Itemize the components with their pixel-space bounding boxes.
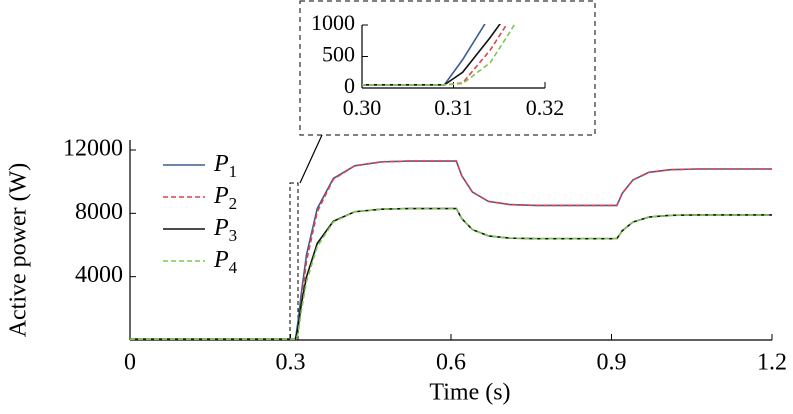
- x-tick-label: 0: [124, 350, 136, 376]
- x-tick-label: 0.32: [526, 95, 565, 120]
- zoom-region: [289, 182, 299, 341]
- y-tick-label: 1000: [311, 10, 355, 35]
- x-tick-label: 0.3: [276, 350, 306, 376]
- series-line: [362, 24, 516, 86]
- x-tick-label: 0.6: [436, 350, 466, 376]
- zoom-connector: [299, 134, 323, 184]
- plot-area: [362, 24, 516, 86]
- series-line: [362, 24, 501, 86]
- legend-label: P4: [213, 247, 238, 277]
- y-tick-label: 500: [322, 42, 355, 67]
- plot-area: [130, 160, 772, 341]
- inset-frame: [299, 0, 596, 136]
- y-tick-label: 4000: [75, 262, 123, 288]
- y-tick-label: 8000: [75, 199, 123, 225]
- legend-label: P3: [213, 215, 237, 245]
- legend-label: P2: [213, 183, 237, 213]
- legend-label: P1: [213, 151, 237, 181]
- x-tick-label: 0.9: [597, 350, 627, 376]
- y-axis-label: Active power (W): [6, 163, 32, 338]
- y-tick-label: 0: [344, 73, 355, 98]
- x-tick-label: 0.30: [343, 95, 382, 120]
- y-tick-label: 12000: [63, 136, 123, 162]
- x-axis-label: Time (s): [429, 380, 510, 406]
- x-tick-label: 1.2: [757, 350, 787, 376]
- series-line: [362, 24, 486, 86]
- series-line: [130, 207, 772, 341]
- series-line: [362, 24, 508, 86]
- x-tick-label: 0.31: [434, 95, 473, 120]
